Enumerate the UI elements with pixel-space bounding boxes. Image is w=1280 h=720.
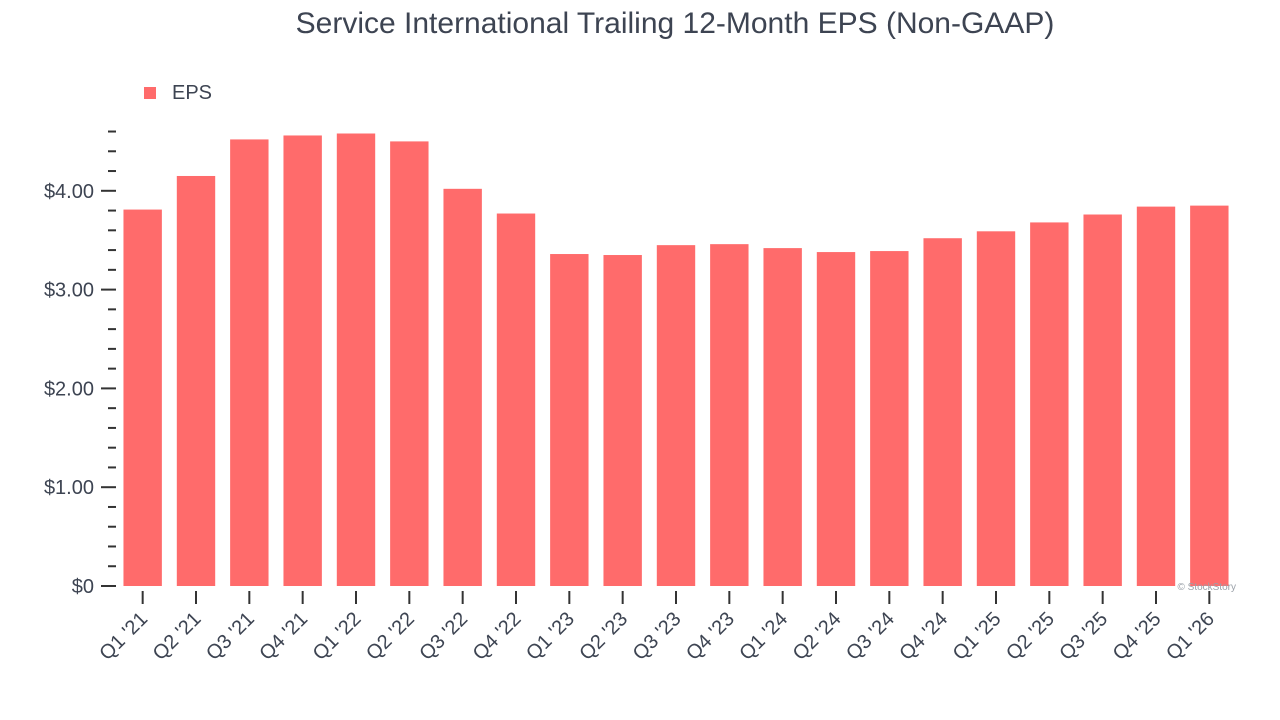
x-tick-label: Q2 '24: [789, 608, 846, 665]
x-tick-label: Q4 '22: [469, 608, 526, 665]
watermark: © StockStory: [1178, 582, 1237, 593]
x-tick-label: Q2 '22: [362, 608, 419, 665]
x-tick-label: Q2 '23: [575, 608, 632, 665]
x-tick-label: Q3 '23: [629, 608, 686, 665]
bar: [1030, 222, 1069, 587]
bar: [656, 245, 696, 586]
x-tick-label: Q4 '25: [1109, 608, 1166, 665]
bar: [443, 188, 482, 586]
bar: [176, 175, 216, 587]
x-tick-label: Q3 '24: [842, 608, 899, 665]
x-tick-label: Q3 '21: [202, 608, 259, 665]
y-tick-label: $2.00: [44, 378, 94, 400]
bar: [710, 244, 749, 586]
x-tick-label: Q2 '21: [149, 608, 206, 665]
bar: [390, 141, 429, 586]
legend-label-eps: EPS: [172, 82, 212, 104]
y-tick-label: $3.00: [44, 280, 94, 302]
x-tick-label: Q1 '22: [309, 608, 366, 665]
x-tick-label: Q4 '23: [682, 608, 739, 665]
x-tick-label: Q1 '23: [522, 608, 579, 665]
bar: [230, 139, 269, 587]
chart-title: Service International Trailing 12-Month …: [296, 7, 1055, 40]
x-tick-label: Q4 '21: [255, 608, 312, 665]
legend: EPS: [144, 82, 212, 104]
bar: [816, 252, 856, 586]
x-tick-label: Q3 '22: [415, 608, 472, 665]
bar: [1083, 214, 1122, 586]
bar: [976, 231, 1016, 586]
x-tick-label: Q3 '25: [1055, 608, 1112, 665]
bar: [603, 255, 642, 586]
bar: [336, 133, 376, 586]
bar: [550, 254, 589, 586]
bar: [1136, 206, 1176, 587]
bar: [1190, 205, 1229, 586]
y-axis: $0 $1.00 $2.00 $3.00 $4.00: [44, 130, 116, 598]
x-tick-label: Q1 '21: [95, 608, 152, 665]
x-tick-label: Q4 '24: [895, 608, 952, 665]
bar: [123, 209, 162, 586]
bar: [763, 248, 802, 586]
x-tick-label: Q2 '25: [1002, 608, 1059, 665]
bars: [123, 133, 1229, 587]
x-tick-label: Q1 '25: [949, 608, 1006, 665]
legend-swatch-eps: [144, 87, 156, 99]
y-tick-label: $4.00: [44, 181, 94, 203]
y-tick-label: $0: [72, 576, 94, 598]
bar: [283, 135, 322, 586]
bar: [496, 213, 536, 586]
y-tick-label: $1.00: [44, 477, 94, 499]
bar: [870, 251, 909, 586]
x-tick-label: Q1 '26: [1162, 608, 1219, 665]
x-tick-label: Q1 '24: [735, 608, 792, 665]
bar: [923, 238, 962, 586]
